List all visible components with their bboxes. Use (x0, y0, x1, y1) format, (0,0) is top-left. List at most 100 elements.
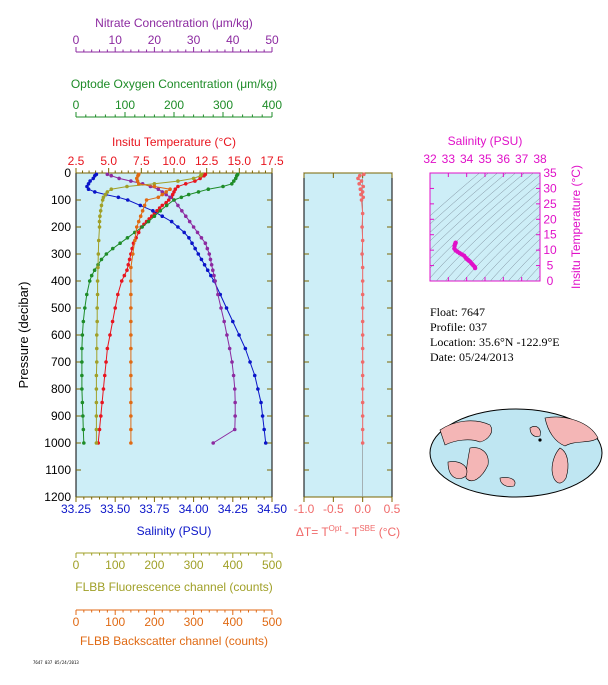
nitrate-point (187, 219, 192, 224)
oxygen-point (140, 225, 144, 229)
backscatter-point (131, 252, 135, 256)
nitrate-point (211, 268, 215, 273)
fluorescence-point (105, 190, 110, 194)
density-contour (481, 221, 540, 281)
fluorescence-point (94, 360, 99, 364)
backscatter-point (134, 176, 139, 181)
delta-t-point (359, 179, 364, 183)
salinity-point (86, 182, 91, 186)
delta-t-point (358, 187, 363, 191)
backscatter-point (129, 360, 133, 364)
salinity-point (187, 236, 191, 240)
temperature-point (173, 187, 178, 191)
ts-x-tick-label: 35 (478, 152, 492, 166)
temperature-axis-label: Insitu Temperature (°C) (112, 135, 236, 149)
density-contour (454, 197, 540, 281)
oxygen-point (80, 387, 84, 391)
delta-t-label-part: ΔT= T (296, 525, 329, 539)
nitrate-axis-tick-label: 10 (109, 33, 123, 47)
salinity-point (260, 414, 265, 418)
delta-t-point (360, 400, 365, 405)
oxygen-axis-tick-label: 400 (262, 98, 282, 112)
fluorescence-point (101, 195, 106, 200)
delta-t-point (360, 427, 365, 432)
delta-t-label-part: Opt (329, 524, 343, 533)
nitrate-point (208, 257, 213, 262)
density-contour (430, 173, 507, 242)
fluorescence-point (97, 219, 102, 224)
temperature-point (166, 198, 171, 202)
oxygen-point (233, 176, 238, 181)
backscatter-point (136, 173, 140, 178)
backscatter-axis: 0 100 200 300 400 500 FLBB Backscatter channel… (73, 609, 282, 648)
temperature-axis-tick-label: 7.5 (133, 154, 150, 168)
fluorescence-point (94, 441, 99, 445)
nitrate-point (209, 263, 214, 267)
oxygen-point (146, 219, 151, 224)
delta-t-point (360, 441, 365, 445)
density-contour (508, 247, 540, 281)
nitrate-point (105, 172, 110, 177)
backscatter-point (140, 209, 145, 213)
ts-x-tick-label: 38 (533, 152, 547, 166)
nitrate-point (195, 230, 200, 235)
temperature-point (110, 319, 115, 324)
backscatter-axis-label: FLBB Backscatter channel (counts) (80, 634, 268, 648)
salinity-axis-tick-label: 34.00 (179, 502, 209, 516)
nitrate-point (164, 192, 168, 197)
oxygen-point (92, 268, 97, 273)
temperature-point (125, 268, 129, 273)
temperature-axis: 2.5 5.0 7.5 10.0 12.5 15.0 17.5 Insitu Temperat… (68, 135, 284, 174)
salinity-point (205, 268, 210, 273)
y-tick-label: 200 (51, 220, 71, 234)
delta-t-point (360, 414, 365, 418)
oxygen-point (125, 236, 130, 240)
density-contour (472, 213, 540, 281)
temperature-point (172, 190, 176, 194)
backscatter-point (164, 190, 168, 194)
salinity-axis-label: Salinity (PSU) (137, 524, 212, 538)
temperature-axis-tick-label: 15.0 (228, 154, 252, 168)
float-id: Float: 7647 (430, 305, 486, 319)
nitrate-point (222, 319, 226, 324)
oxygen-point (80, 360, 84, 364)
salinity-axis-tick-label: 33.50 (100, 502, 130, 516)
oxygen-point (89, 273, 94, 278)
fluorescence-axis-tick-label: 500 (262, 558, 282, 572)
temperature-point (100, 400, 104, 405)
backscatter-point (129, 400, 133, 405)
nitrate-point (211, 441, 215, 445)
map-landmass (465, 447, 489, 482)
backscatter-point (136, 182, 141, 186)
delta-t-point (359, 192, 363, 197)
salinity-point (243, 346, 248, 351)
salinity-axis-tick-label: 34.25 (218, 502, 248, 516)
ts-y-axis-label: Insitu Temperature (°C) (569, 165, 583, 289)
salinity-point (176, 225, 180, 229)
delta-t-panel: -1.0 -0.5 0.0 0.5 ΔT= TOpt - TSBE (°C) (294, 172, 401, 539)
nitrate-point (232, 387, 237, 391)
oxygen-point (104, 252, 109, 256)
ts-x-tick-label: 34 (460, 152, 474, 166)
ts-y-tick-label: 35 (543, 166, 557, 180)
density-contour (436, 182, 540, 281)
fluorescence-point (94, 333, 99, 337)
oxygen-axis-label: Optode Oxygen Concentration (μm/kg) (71, 77, 277, 91)
oxygen-axis-tick-label: 0 (73, 98, 80, 112)
temperature-point (183, 182, 188, 186)
world-map (429, 408, 603, 498)
fluorescence-point (109, 187, 114, 191)
nitrate-axis-tick-label: 20 (148, 33, 162, 47)
fluorescence-point (176, 179, 180, 183)
delta-t-label-part: SBE (359, 524, 375, 533)
salinity-point (263, 441, 268, 445)
salinity-point (91, 176, 96, 181)
backscatter-point (129, 306, 133, 310)
backscatter-point (129, 319, 133, 324)
ts-y-tick-label: 0 (547, 274, 554, 288)
oxygen-axis: 0 100 200 300 400 Optode Oxygen Concentration… (71, 77, 282, 118)
backscatter-point (129, 265, 133, 270)
nitrate-point (117, 176, 121, 181)
salinity-axis: 33.25 33.50 33.75 34.00 34.25 34.50 Salinity (… (61, 496, 287, 538)
